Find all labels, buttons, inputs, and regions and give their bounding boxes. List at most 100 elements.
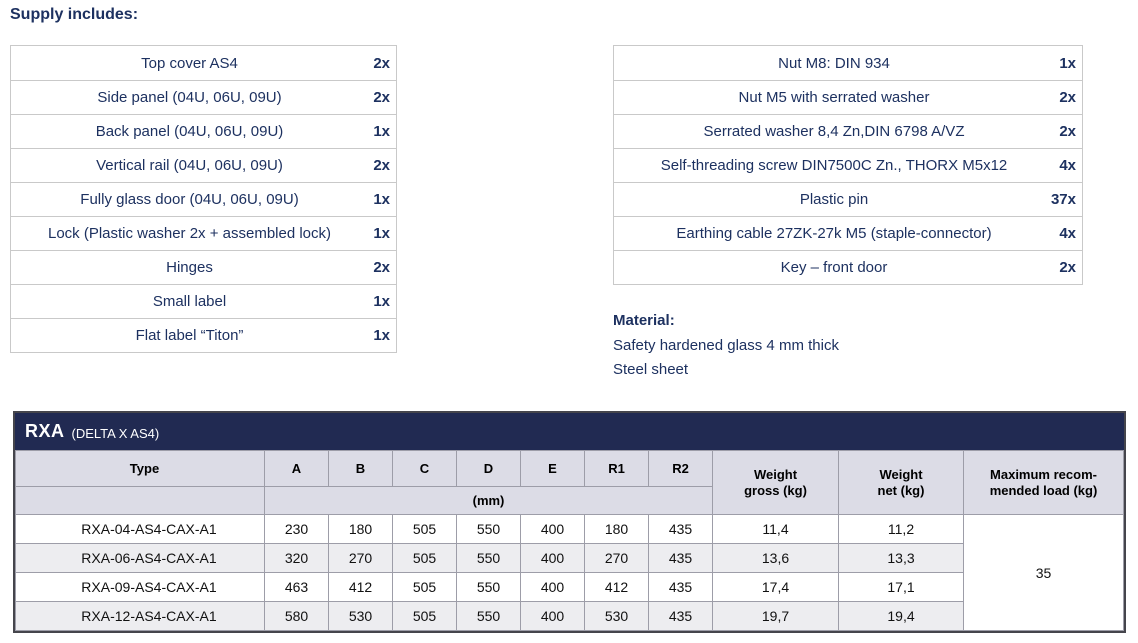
supply-item-label: Top cover AS4 [141, 54, 238, 72]
supply-row: Nut M5 with serrated washer 2x [614, 80, 1082, 114]
spec-cell-d: 550 [456, 572, 521, 602]
spec-cell-c: 505 [392, 601, 457, 631]
spec-cell-r2: 435 [648, 514, 713, 544]
supply-item-qty: 2x [373, 54, 390, 72]
col-header-b: B [328, 450, 393, 487]
spec-table-subtitle: (DELTA X AS4) [71, 425, 160, 441]
supply-item-label: Small label [152, 293, 227, 310]
spec-cell-type: RXA-09-AS4-CAX-A1 [15, 572, 265, 602]
supply-item-label: Nut M5 with serrated washer [738, 89, 930, 106]
spec-table: RXA (DELTA X AS4) Type A B C D E R1 R2 W… [13, 411, 1126, 633]
supply-row: Lock (Plastic washer 2x + assembled lock… [11, 216, 396, 250]
col-header-c: C [392, 450, 457, 487]
spec-cell-gross: 13,6 [712, 543, 839, 573]
supply-item-qty: 1x [373, 225, 390, 242]
weight-gross-line1: Weight [753, 466, 798, 482]
spec-cell-d: 550 [456, 543, 521, 573]
supply-table-right: Nut M8: DIN 934 1x Nut M5 with serrated w… [613, 45, 1083, 285]
spec-cell-c: 505 [392, 543, 457, 573]
col-header-r2: R2 [648, 450, 713, 487]
spec-cell-type: RXA-06-AS4-CAX-A1 [15, 543, 265, 573]
type-subheader-empty [15, 486, 265, 515]
supply-item-label: Nut M8: DIN 934 [778, 54, 890, 72]
spec-cell-r2: 435 [648, 543, 713, 573]
weight-net-line1: Weight [879, 466, 923, 482]
col-header-type: Type [15, 450, 265, 487]
spec-cell-d: 550 [456, 514, 521, 544]
supply-item-qty: 2x [373, 259, 390, 276]
supply-row: Top cover AS4 2x [11, 46, 396, 80]
supply-item-label: Earthing cable 27ZK-27k M5 (staple-conne… [676, 225, 992, 242]
spec-cell-r2: 435 [648, 572, 713, 602]
spec-cell-d: 550 [456, 601, 521, 631]
supply-item-qty: 4x [1059, 157, 1076, 174]
supply-item-label: Plastic pin [799, 191, 869, 208]
supply-row: Earthing cable 27ZK-27k M5 (staple-conne… [614, 216, 1082, 250]
supply-item-qty: 2x [373, 157, 390, 174]
material-line: Steel sheet [613, 361, 689, 378]
spec-cell-b: 412 [328, 572, 393, 602]
supply-row: Plastic pin 37x [614, 182, 1082, 216]
spec-cell-gross: 11,4 [712, 514, 839, 544]
page-title: Supply includes: [10, 6, 139, 23]
spec-cell-net: 19,4 [838, 601, 964, 631]
spec-header-row: Type A B C D E R1 R2 Weight gross (kg) W… [15, 450, 1124, 515]
material-line: Safety hardened glass 4 mm thick [613, 337, 839, 354]
supply-item-qty: 1x [373, 293, 390, 310]
supply-item-qty: 2x [1059, 123, 1076, 140]
spec-cell-net: 11,2 [838, 514, 964, 544]
supply-item-qty: 1x [373, 123, 390, 140]
supply-item-label: Key – front door [780, 259, 888, 276]
supply-table-left: Top cover AS4 2x Side panel (04U, 06U, 09… [10, 45, 397, 353]
spec-cell-type: RXA-12-AS4-CAX-A1 [15, 601, 265, 631]
supply-row: Fully glass door (04U, 06U, 09U) 1x [11, 182, 396, 216]
supply-item-qty: 1x [1059, 54, 1076, 72]
spec-table-title: RXA [25, 421, 65, 441]
spec-cell-e: 400 [520, 543, 585, 573]
supply-item-qty: 2x [1059, 259, 1076, 276]
supply-item-qty: 2x [373, 89, 390, 106]
material-section: Material: Safety hardened glass 4 mm thi… [613, 312, 839, 382]
supply-item-label: Serrated washer 8,4 Zn,DIN 6798 A/VZ [703, 123, 965, 140]
spec-row: RXA-04-AS4-CAX-A1 230 180 505 550 400 18… [15, 514, 1124, 631]
col-header-weight-net: Weight net (kg) [838, 450, 964, 515]
supply-item-label: Lock (Plastic washer 2x + assembled lock… [47, 225, 332, 242]
supply-item-qty: 1x [373, 191, 390, 208]
supply-item-qty: 4x [1059, 225, 1076, 242]
supply-item-label: Back panel (04U, 06U, 09U) [95, 123, 284, 140]
supply-row: Small label 1x [11, 284, 396, 318]
supply-row: Vertical rail (04U, 06U, 09U) 2x [11, 148, 396, 182]
spec-row: RXA-09-AS4-CAX-A1 463 412 505 550 400 41… [15, 572, 1124, 602]
supply-item-label: Self-threading screw DIN7500C Zn., THORX… [660, 157, 1008, 174]
spec-cell-a: 463 [264, 572, 329, 602]
weight-net-line2: net (kg) [877, 482, 925, 498]
spec-cell-net: 17,1 [838, 572, 964, 602]
spec-cell-gross: 19,7 [712, 601, 839, 631]
max-load-line2: mended load (kg) [989, 482, 1098, 498]
col-header-a: A [264, 450, 329, 487]
spec-cell-b: 180 [328, 514, 393, 544]
spec-cell-r1: 412 [584, 572, 649, 602]
col-header-weight-gross: Weight gross (kg) [712, 450, 839, 515]
spec-table-titlebar: RXA (DELTA X AS4) [15, 413, 1124, 450]
spec-cell-a: 580 [264, 601, 329, 631]
supply-item-label: Hinges [166, 259, 213, 276]
spec-cell-max-load: 35 [963, 514, 1124, 631]
spec-cell-r1: 180 [584, 514, 649, 544]
weight-gross-line2: gross (kg) [744, 482, 807, 498]
spec-cell-c: 505 [392, 572, 457, 602]
unit-label: (mm) [264, 486, 713, 515]
spec-cell-e: 400 [520, 601, 585, 631]
spec-cell-r2: 435 [648, 601, 713, 631]
spec-cell-gross: 17,4 [712, 572, 839, 602]
spec-row: RXA-12-AS4-CAX-A1 580 530 505 550 400 53… [15, 601, 1124, 631]
max-load-line1: Maximum recom- [990, 466, 1097, 482]
supply-row: Side panel (04U, 06U, 09U) 2x [11, 80, 396, 114]
supply-item-label: Fully glass door (04U, 06U, 09U) [80, 191, 299, 208]
supply-row: Flat label “Titon” 1x [11, 318, 396, 352]
col-header-r1: R1 [584, 450, 649, 487]
spec-cell-type: RXA-04-AS4-CAX-A1 [15, 514, 265, 544]
supply-item-qty: 2x [1059, 89, 1076, 106]
spec-row: RXA-06-AS4-CAX-A1 320 270 505 550 400 27… [15, 543, 1124, 573]
col-header-d: D [456, 450, 521, 487]
